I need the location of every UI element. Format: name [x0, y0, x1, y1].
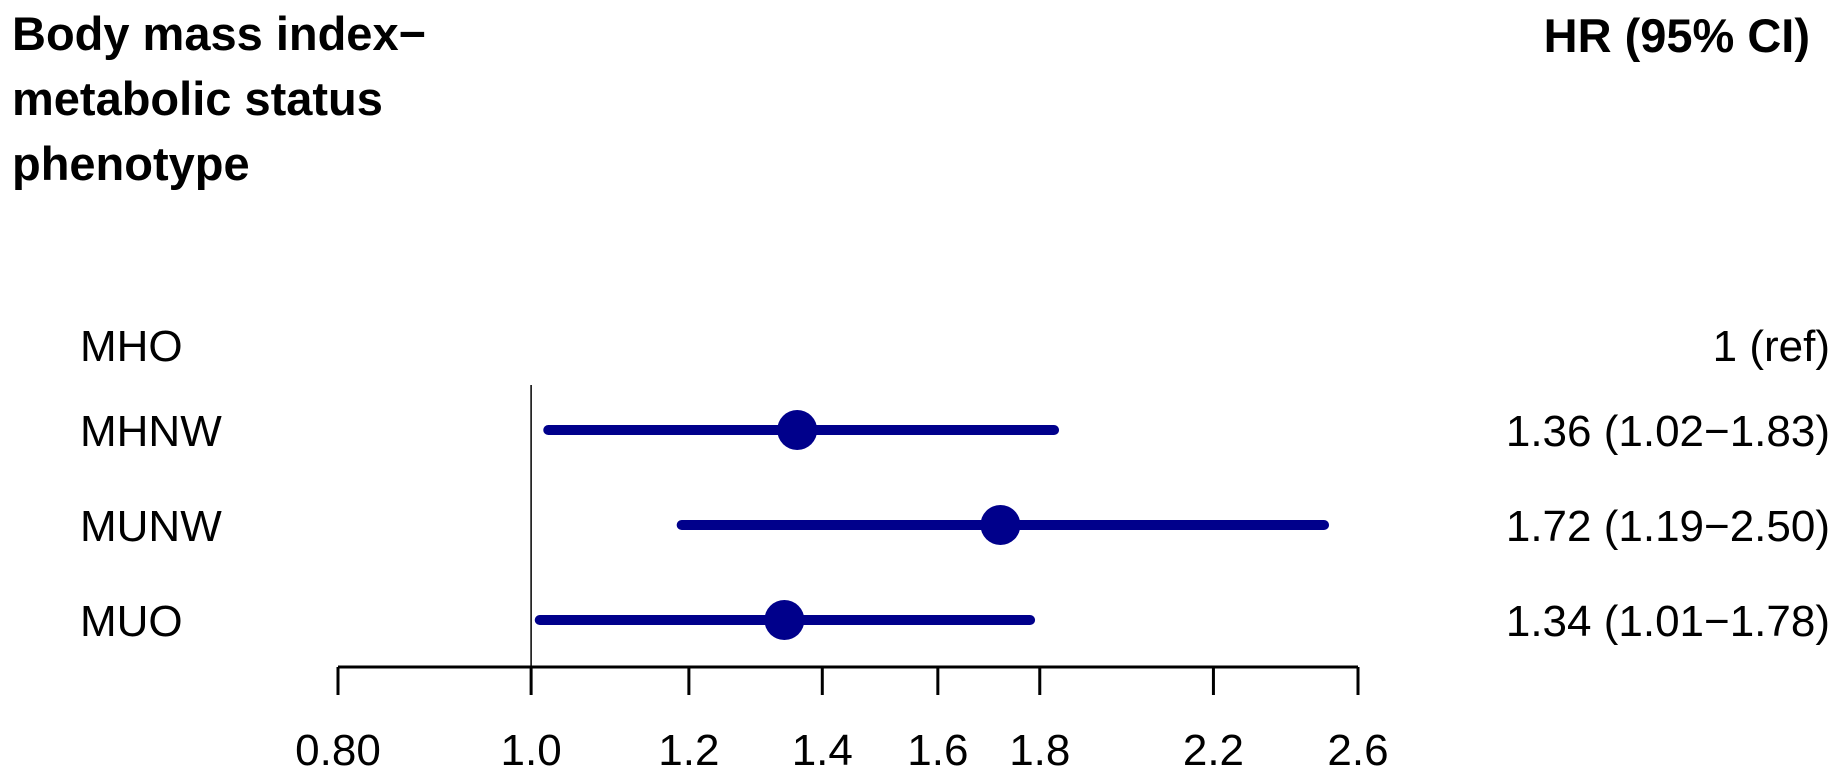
table-row: MHNW 1.36 (1.02−1.83): [80, 407, 1830, 456]
row-label: MHNW: [80, 407, 222, 456]
hr-point: [764, 600, 805, 640]
x-tick-label: 1.0: [501, 726, 562, 775]
row-label: MUNW: [80, 502, 222, 551]
row-label: MHO: [80, 322, 183, 371]
table-row: MHO 1 (ref): [80, 322, 1830, 371]
x-tick-label: 1.6: [907, 726, 968, 775]
x-tick-label: 1.8: [1009, 726, 1070, 775]
title-line: metabolic status: [12, 72, 383, 125]
hr-point: [777, 410, 818, 450]
hr-value: 1.36 (1.02−1.83): [1506, 407, 1830, 456]
row-label: MUO: [80, 597, 183, 646]
hr-value: 1.72 (1.19−2.50): [1506, 502, 1830, 551]
x-tick-label: 2.6: [1327, 726, 1388, 775]
x-tick-label: 2.2: [1183, 726, 1244, 775]
hr-value: 1 (ref): [1713, 322, 1830, 371]
column-header-hr: HR (95% CI): [1544, 9, 1810, 62]
table-row: MUO 1.34 (1.01−1.78): [80, 597, 1830, 646]
hr-point: [980, 505, 1021, 545]
rows: MHO 1 (ref) MHNW 1.36 (1.02−1.83) MUNW 1.72 (…: [80, 322, 1830, 646]
x-tick-label: 1.2: [658, 726, 719, 775]
x-tick-label: 1.4: [792, 726, 853, 775]
hr-value: 1.34 (1.01−1.78): [1506, 597, 1830, 646]
x-axis: 0.80 1.0 1.2 1.4 1.6 1.8 2.2 2.6: [295, 665, 1389, 775]
x-tick-label: 0.80: [295, 726, 381, 775]
column-header-phenotype: Body mass index− metabolic status phenotyp…: [12, 7, 426, 190]
title-line: Body mass index−: [12, 7, 426, 60]
title-line: phenotype: [12, 137, 250, 190]
table-row: MUNW 1.72 (1.19−2.50): [80, 502, 1830, 551]
